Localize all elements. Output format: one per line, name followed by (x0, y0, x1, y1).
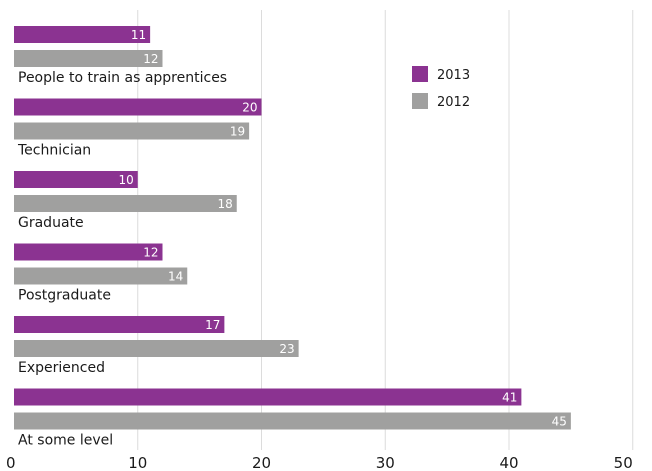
category-label-1: Technician (17, 143, 91, 159)
x-axis-ticks: 0 10 20 30 40 50 (6, 454, 633, 471)
bar-2013-4 (14, 316, 225, 333)
tick-label-0: 0 (6, 454, 16, 471)
bar-2013-5 (14, 388, 522, 406)
bar-2012-3 (14, 267, 188, 285)
tick-label-40: 40 (499, 454, 518, 471)
tick-label-10: 10 (128, 454, 147, 471)
category-labels: People to train as apprentices Technician… (17, 70, 227, 449)
legend-label-2012: 2012 (437, 95, 470, 110)
data-label-2012-4: 23 (279, 342, 294, 356)
bar-2012-2 (14, 195, 237, 212)
bars-group: 11 12 20 19 10 18 12 14 17 23 41 45 (14, 26, 571, 430)
legend: 2013 2012 (412, 66, 470, 110)
grid-lines (137, 10, 634, 450)
legend-swatch-2013 (412, 66, 428, 82)
bar-2012-0 (14, 50, 163, 67)
tick-label-20: 20 (252, 454, 271, 471)
category-label-0: People to train as apprentices (18, 70, 227, 86)
data-label-2012-3: 14 (168, 270, 183, 284)
category-label-2: Graduate (18, 215, 84, 231)
category-label-4: Experienced (18, 360, 105, 376)
data-label-2013-3: 12 (143, 246, 158, 260)
data-label-2012-5: 45 (552, 415, 567, 429)
bar-2013-2 (14, 171, 138, 188)
bar-2013-3 (14, 243, 163, 261)
legend-swatch-2012 (412, 93, 428, 109)
data-label-2012-1: 19 (230, 125, 245, 139)
data-label-2013-4: 17 (205, 318, 220, 332)
data-label-2012-0: 12 (143, 52, 158, 66)
data-label-2013-1: 20 (242, 101, 257, 115)
bar-2012-1 (14, 122, 250, 140)
legend-label-2013: 2013 (437, 68, 470, 83)
data-label-2013-5: 41 (502, 391, 517, 405)
bar-2012-4 (14, 340, 299, 357)
data-label-2012-2: 18 (217, 197, 232, 211)
tick-label-50: 50 (614, 454, 633, 471)
bar-2013-1 (14, 98, 262, 116)
category-label-3: Postgraduate (18, 288, 111, 304)
bar-2013-0 (14, 26, 151, 43)
bar-2012-5 (14, 412, 571, 430)
category-label-5: At some level (18, 433, 113, 449)
data-label-2013-0: 11 (131, 28, 146, 42)
data-label-2013-2: 10 (118, 173, 133, 187)
tick-label-30: 30 (376, 454, 395, 471)
